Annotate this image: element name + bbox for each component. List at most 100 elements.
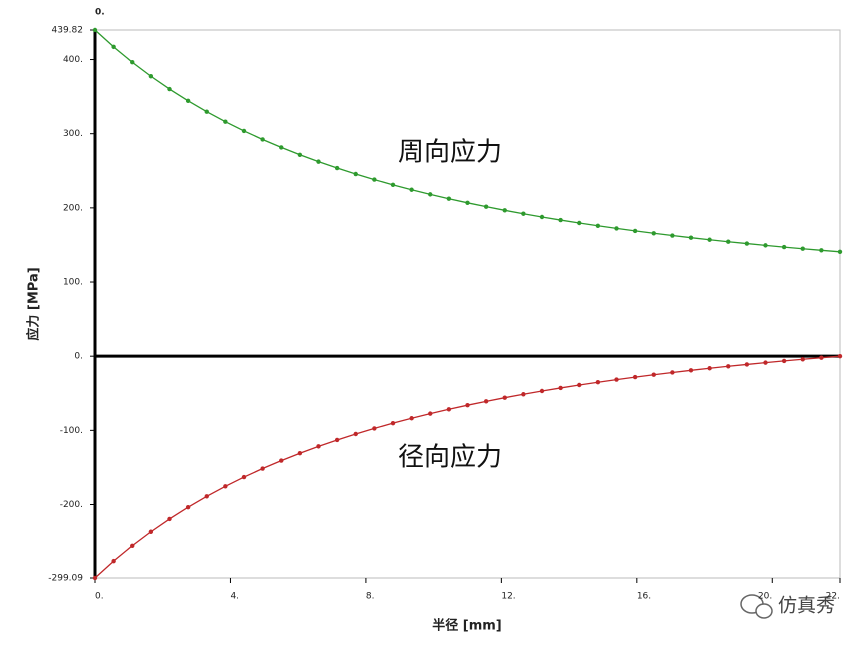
- data-point: [819, 355, 824, 360]
- data-point: [260, 466, 265, 471]
- x-tick-label: 4.: [230, 592, 239, 602]
- data-point: [185, 98, 191, 104]
- data-point: [744, 241, 750, 246]
- data-point: [726, 239, 731, 244]
- data-point: [502, 395, 507, 400]
- y-tick-label: -299.09: [48, 574, 83, 584]
- x-axis-title: 半径 [mm]: [432, 618, 502, 634]
- data-point: [614, 226, 619, 231]
- data-point: [390, 420, 396, 426]
- y-tick-label: 300.: [63, 129, 83, 139]
- watermark-icon: [740, 594, 773, 619]
- data-point: [800, 246, 805, 251]
- data-point: [539, 214, 545, 220]
- data-point: [334, 437, 340, 443]
- data-point: [130, 543, 135, 548]
- x-tick-label: 20.: [758, 592, 772, 602]
- data-point: [651, 231, 656, 236]
- y-tick-label: 400.: [63, 55, 83, 65]
- data-point: [409, 187, 414, 192]
- data-point: [390, 182, 396, 188]
- data-point: [111, 558, 116, 564]
- data-point: [223, 484, 228, 489]
- data-point: [241, 474, 247, 480]
- data-point: [260, 137, 265, 142]
- data-point: [334, 165, 340, 171]
- data-point: [688, 235, 694, 240]
- data-point: [744, 362, 750, 367]
- y-tick-label: -200.: [60, 500, 83, 510]
- data-point: [111, 44, 116, 50]
- data-point: [688, 368, 694, 373]
- data-point: [781, 244, 787, 250]
- data-point: [465, 402, 470, 408]
- x-tick-label: 16.: [637, 592, 651, 602]
- y-tick-label: 439.82: [52, 26, 84, 36]
- data-point: [763, 360, 768, 365]
- y-tick-label: 100.: [63, 278, 83, 288]
- x-tick-label: 12.: [501, 592, 515, 602]
- data-point: [707, 366, 712, 371]
- x-tick-label: 22.: [826, 592, 840, 602]
- data-point: [167, 86, 172, 92]
- data-point: [632, 228, 638, 234]
- data-point: [595, 223, 601, 228]
- data-point: [651, 372, 656, 377]
- data-point: [837, 249, 843, 255]
- data-point: [558, 385, 563, 391]
- data-point: [204, 494, 209, 499]
- data-point: [819, 248, 824, 253]
- data-point: [483, 399, 489, 404]
- data-point: [521, 211, 526, 216]
- data-point: [837, 353, 843, 359]
- y-tick-label: 0.: [74, 352, 83, 362]
- data-point: [148, 74, 154, 79]
- data-point: [781, 358, 787, 364]
- data-point: [446, 407, 452, 412]
- data-point: [409, 416, 414, 421]
- watermark: 仿真秀: [778, 595, 835, 617]
- data-point: [558, 217, 563, 223]
- data-point: [92, 575, 98, 581]
- data-point: [353, 171, 358, 177]
- data-point: [316, 444, 321, 449]
- data-point: [577, 220, 582, 226]
- y-tick-label: -100.: [60, 426, 83, 436]
- data-point: [670, 233, 675, 238]
- data-point: [428, 411, 433, 416]
- data-point: [297, 152, 303, 157]
- data-point: [353, 431, 358, 437]
- data-point: [223, 119, 228, 124]
- data-point: [670, 370, 675, 375]
- x-tick-label: 8.: [366, 592, 375, 602]
- data-point: [614, 377, 619, 382]
- data-point: [465, 200, 470, 206]
- x-tick-label: 0.: [95, 592, 104, 602]
- data-point: [577, 382, 582, 388]
- data-point: [502, 208, 507, 213]
- data-point: [92, 27, 98, 33]
- data-point: [446, 196, 452, 201]
- data-point: [185, 504, 191, 510]
- data-point: [707, 237, 712, 242]
- data-point: [130, 60, 135, 65]
- data-point: [595, 380, 601, 385]
- data-point: [279, 458, 284, 463]
- data-point: [316, 159, 321, 164]
- data-point: [372, 177, 377, 182]
- data-point: [483, 204, 489, 209]
- data-point: [800, 357, 805, 362]
- data-point: [372, 426, 377, 431]
- data-point: [428, 192, 433, 197]
- data-point: [297, 451, 303, 456]
- annotation: 周向应力: [398, 138, 502, 168]
- data-point: [167, 516, 172, 522]
- data-point: [204, 109, 209, 114]
- data-point: [726, 364, 731, 369]
- top-label: 0.: [95, 8, 105, 18]
- data-point: [521, 392, 526, 397]
- data-point: [279, 145, 284, 150]
- data-point: [241, 128, 247, 134]
- y-axis-title: 应力 [MPa]: [26, 267, 42, 340]
